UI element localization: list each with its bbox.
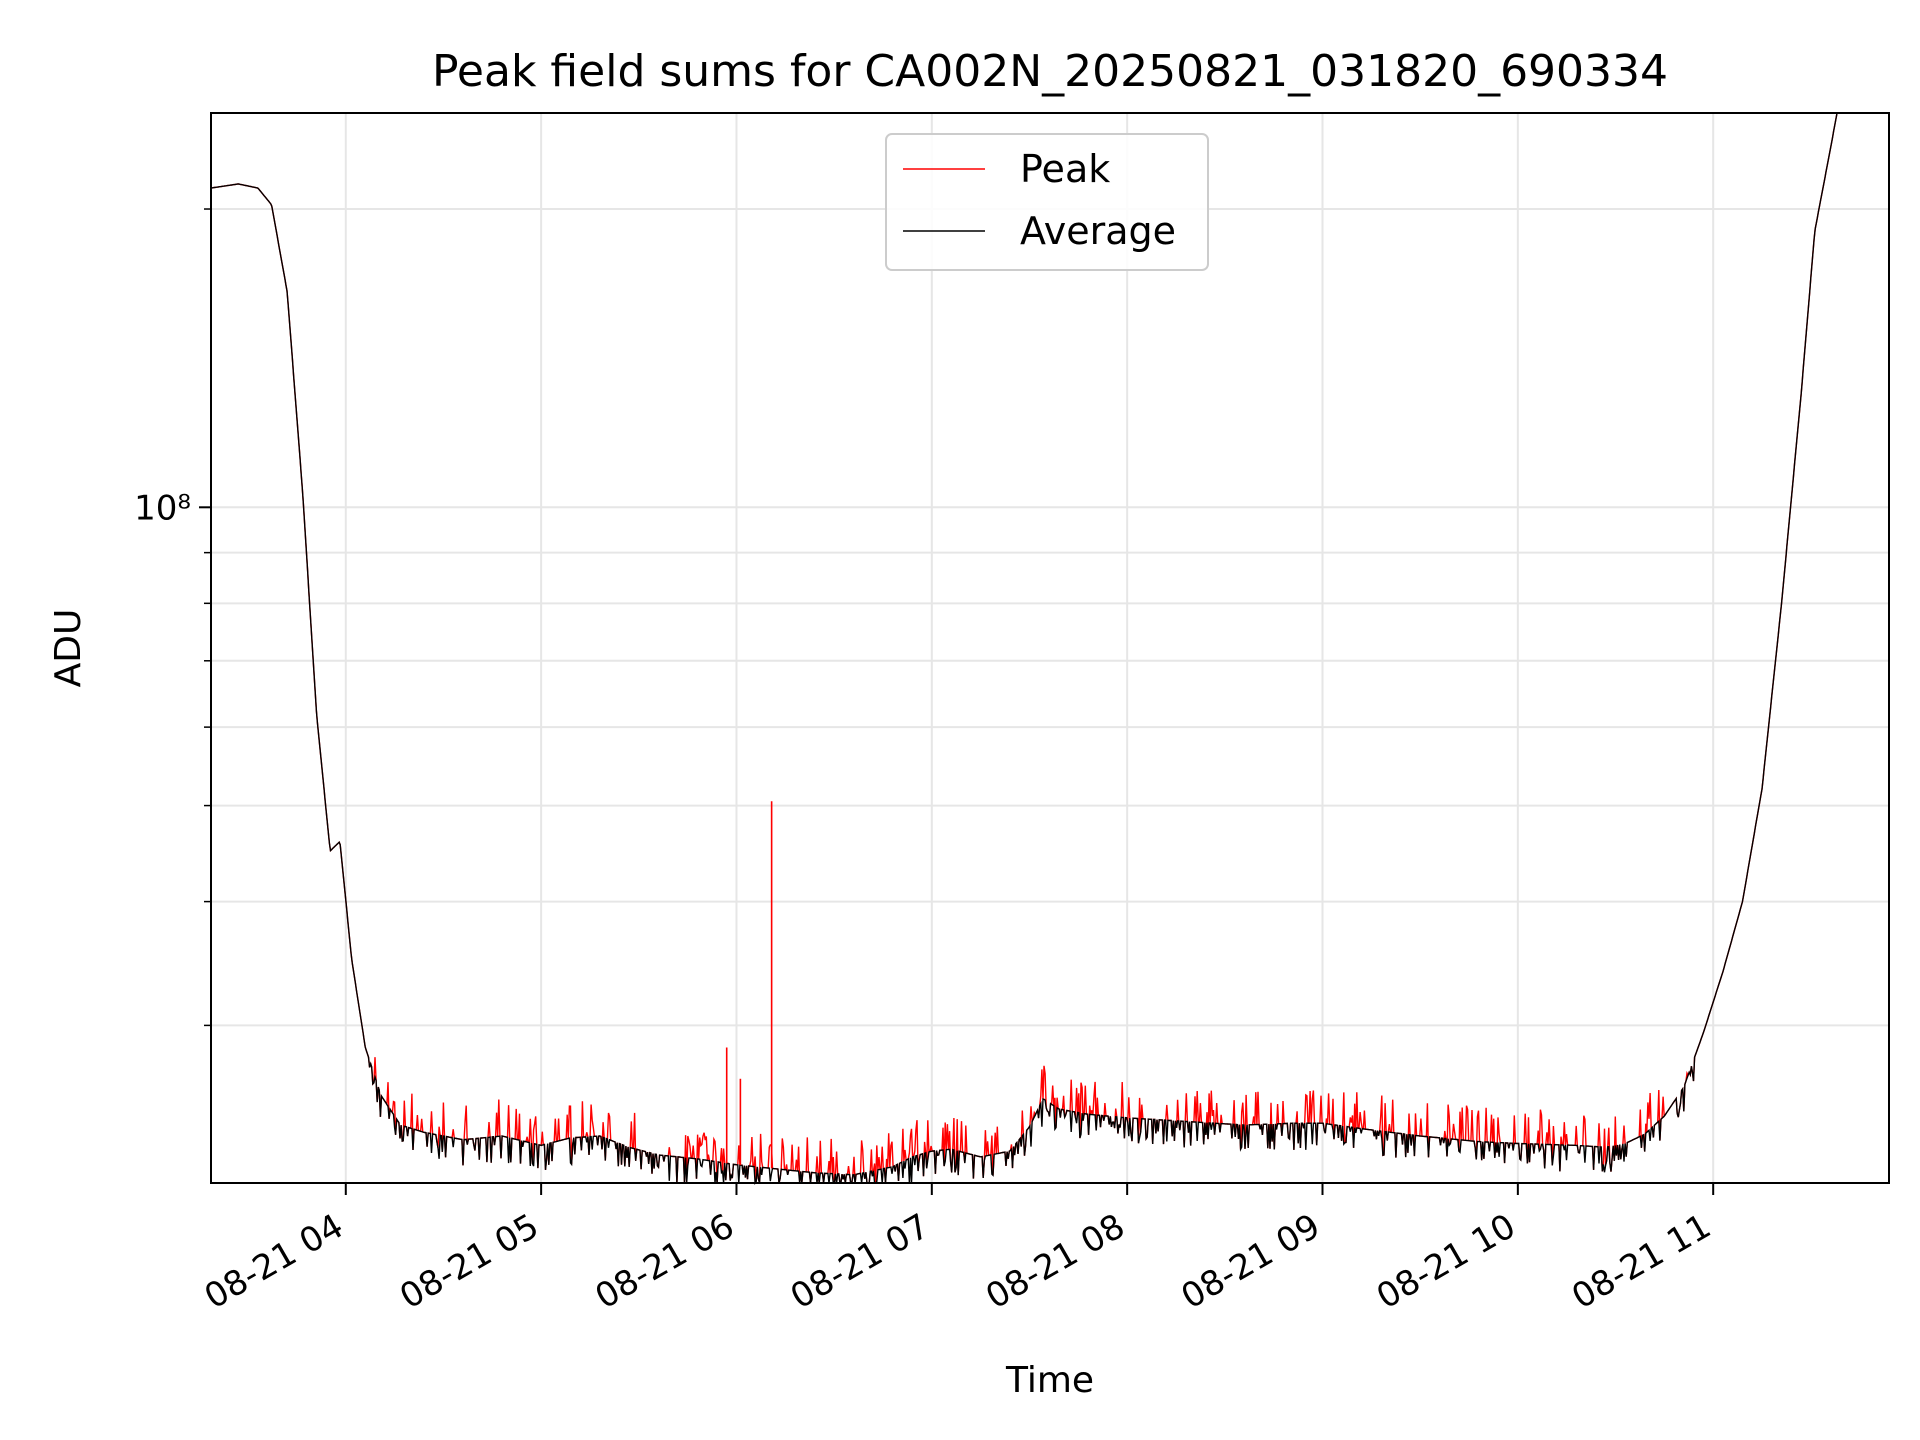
legend-label-peak: Peak (1020, 147, 1110, 191)
series-layer (210, 112, 1841, 1186)
y-axis-label: ADU (48, 609, 89, 688)
x-axis-label: Time (1005, 1360, 1094, 1401)
legend: Peak Average (885, 133, 1209, 271)
series-line-average (210, 112, 1841, 1186)
y-tick-label: 10⁸ (134, 488, 191, 528)
plot-frame (210, 112, 1890, 1184)
legend-label-average: Average (1020, 209, 1176, 253)
grid (211, 113, 1889, 1183)
chart-title: Peak field sums for CA002N_20250821_0318… (432, 46, 1668, 97)
legend-box (885, 133, 1209, 271)
